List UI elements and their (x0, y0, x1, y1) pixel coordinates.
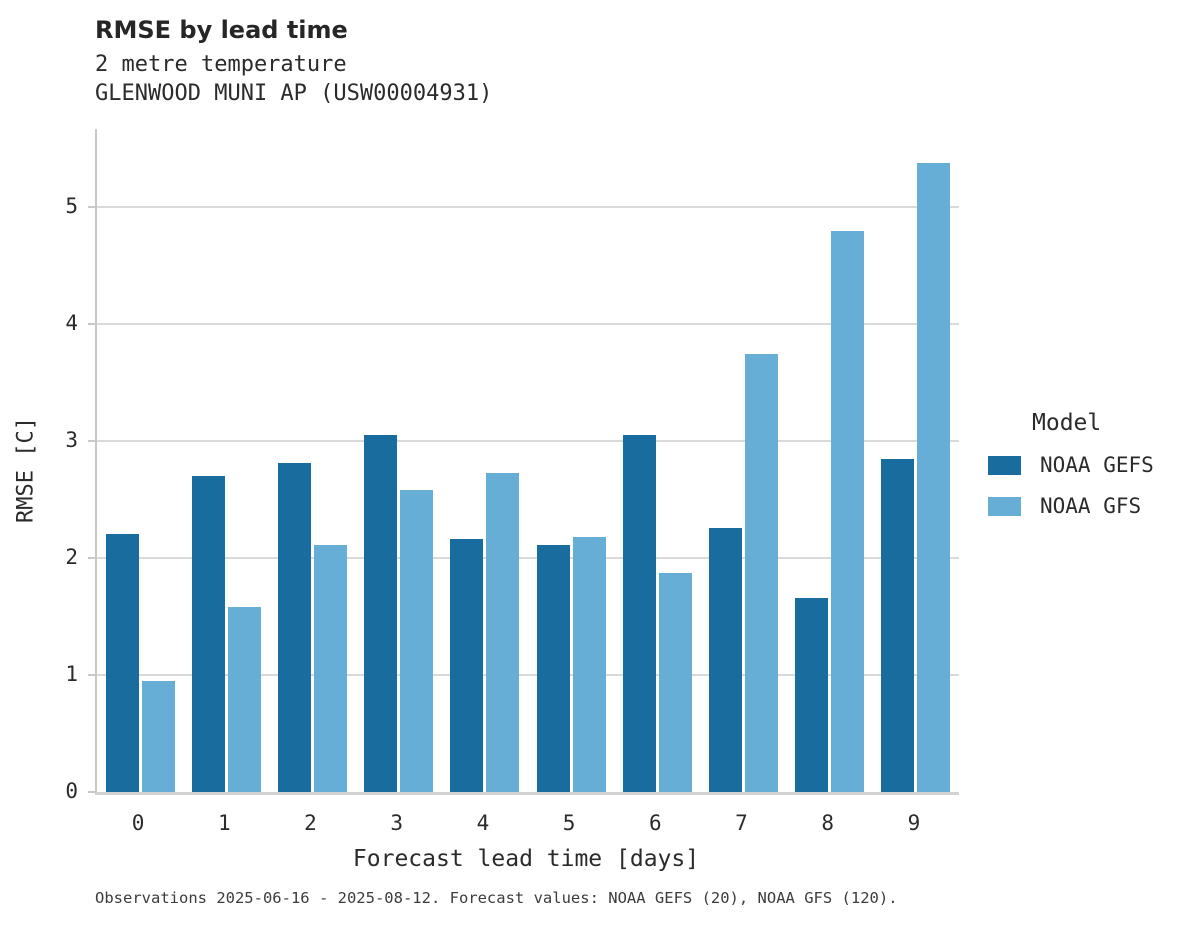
bar-noaa-gefs-3 (364, 435, 398, 792)
plot-area (95, 129, 959, 795)
y-tick-mark-1 (88, 674, 95, 677)
x-tick-label-6: 6 (648, 811, 662, 835)
legend-entry-noaa-gfs: NOAA GFS (988, 494, 1154, 518)
y-tick-label-3: 3 (65, 428, 78, 453)
legend-title: Model (1032, 410, 1102, 436)
chart-subtitle-station: GLENWOOD MUNI AP (USW00004931) (95, 81, 493, 106)
x-axis-label: Forecast lead time [days] (352, 846, 700, 872)
x-tick-label-3: 3 (390, 811, 404, 835)
bar-noaa-gfs-9 (917, 162, 951, 792)
bar-noaa-gefs-4 (450, 539, 484, 792)
gridline-y5 (97, 206, 959, 209)
bar-noaa-gefs-1 (191, 476, 225, 792)
chart-subtitle-variable: 2 metre temperature (95, 52, 347, 77)
bar-noaa-gefs-5 (536, 545, 570, 792)
gridline-y3 (97, 440, 959, 443)
footer-caption: Observations 2025-06-16 - 2025-08-12. Fo… (95, 889, 898, 907)
y-axis-label: RMSE [C] (13, 417, 39, 523)
bar-noaa-gfs-3 (400, 490, 434, 792)
x-tick-label-4: 4 (476, 811, 490, 835)
bar-noaa-gefs-7 (709, 527, 742, 792)
x-tick-label-7: 7 (735, 811, 748, 835)
y-tick-mark-2 (88, 557, 95, 560)
bar-noaa-gefs-0 (105, 533, 139, 792)
legend: Model NOAA GEFS NOAA GFS (988, 410, 1154, 518)
bar-noaa-gfs-6 (658, 573, 692, 792)
gridline-y2 (97, 557, 959, 560)
x-tick-label-2: 2 (304, 811, 317, 835)
legend-swatch-noaa-gfs (988, 496, 1021, 516)
y-tick-label-2: 2 (65, 545, 78, 570)
x-tick-label-0: 0 (131, 811, 145, 835)
bar-noaa-gefs-2 (278, 463, 311, 792)
y-tick-label-4: 4 (65, 311, 78, 336)
y-tick-label-5: 5 (65, 194, 78, 219)
chart-title: RMSE by lead time (95, 16, 348, 44)
x-tick-label-1: 1 (217, 811, 231, 835)
bar-noaa-gfs-2 (314, 545, 347, 792)
legend-swatch-noaa-gefs (988, 455, 1021, 475)
bar-noaa-gfs-8 (831, 230, 865, 792)
legend-entry-noaa-gefs: NOAA GEFS (988, 453, 1154, 477)
bar-noaa-gefs-9 (881, 458, 915, 792)
x-tick-label-5: 5 (562, 811, 576, 835)
gridline-y1 (97, 674, 959, 677)
bar-noaa-gefs-6 (622, 435, 656, 792)
y-tick-mark-5 (88, 206, 95, 209)
bar-noaa-gfs-4 (486, 472, 520, 792)
y-tick-label-1: 1 (65, 662, 78, 687)
bar-noaa-gfs-5 (572, 537, 606, 792)
bar-noaa-gefs-8 (795, 597, 829, 792)
y-tick-label-0: 0 (65, 779, 78, 803)
x-tick-label-9: 9 (907, 811, 921, 835)
x-tick-label-8: 8 (821, 811, 835, 835)
legend-entry-label: NOAA GFS (1040, 494, 1142, 518)
y-tick-mark-0 (88, 791, 95, 793)
bar-noaa-gfs-7 (745, 353, 778, 792)
bar-noaa-gfs-1 (227, 607, 261, 792)
legend-entry-label: NOAA GEFS (1040, 453, 1154, 477)
bar-noaa-gfs-0 (141, 680, 175, 792)
y-tick-mark-3 (88, 440, 95, 443)
gridline-y4 (97, 323, 959, 326)
y-tick-mark-4 (88, 323, 95, 326)
